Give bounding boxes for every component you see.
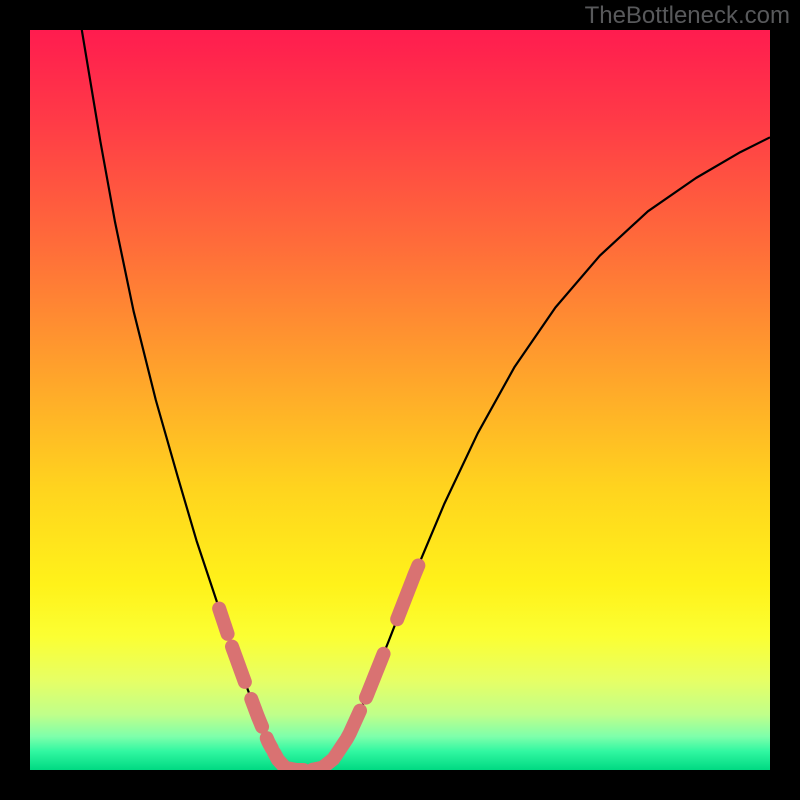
chart-svg bbox=[30, 30, 770, 770]
watermark-text: TheBottleneck.com bbox=[585, 2, 790, 30]
chart-frame: TheBottleneck.com bbox=[0, 0, 800, 800]
curve-marker bbox=[251, 699, 262, 727]
curve-marker bbox=[219, 609, 227, 634]
curve-marker bbox=[289, 769, 303, 770]
curve-marker bbox=[366, 654, 384, 698]
marker-group bbox=[219, 565, 418, 770]
plot-area bbox=[30, 30, 770, 770]
curve-marker bbox=[232, 647, 245, 682]
bottleneck-curve bbox=[82, 30, 770, 770]
curve-marker bbox=[397, 565, 418, 619]
curve-marker bbox=[327, 711, 360, 764]
